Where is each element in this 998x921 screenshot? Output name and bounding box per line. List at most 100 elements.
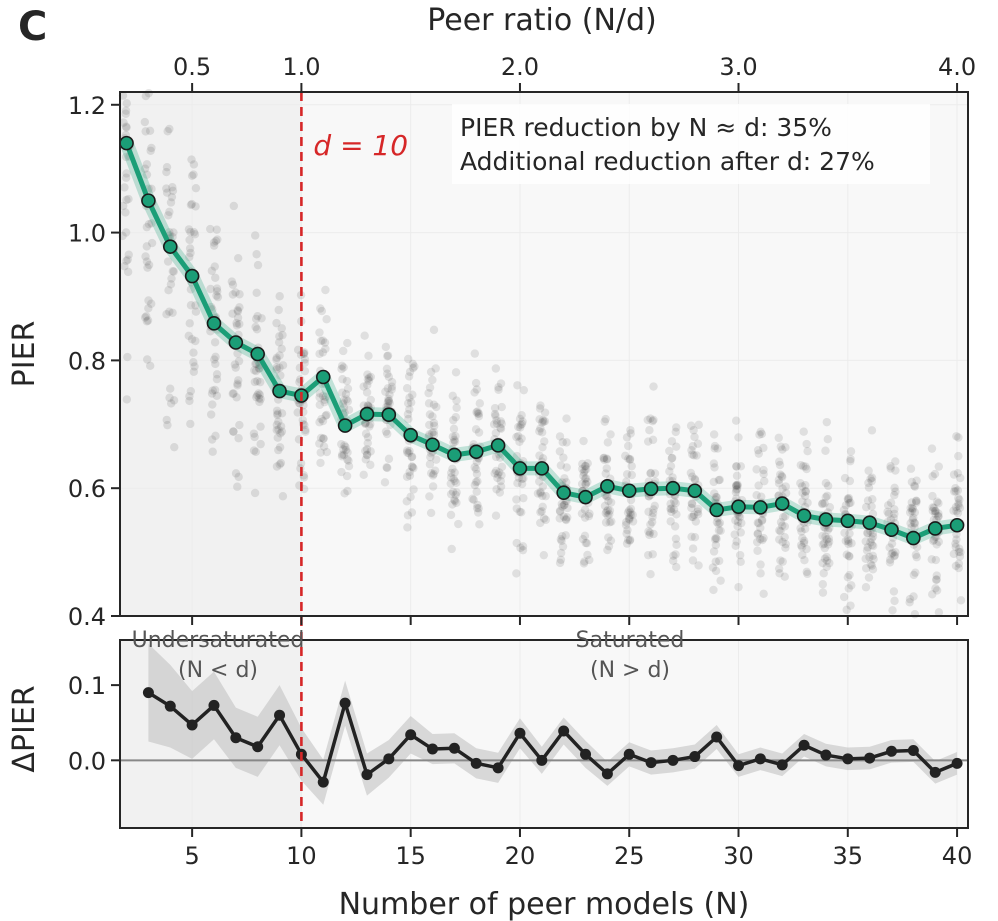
scatter-point — [452, 396, 461, 405]
scatter-point — [710, 444, 719, 453]
scatter-point — [599, 453, 609, 463]
scatter-point — [366, 395, 375, 405]
scatter-point — [472, 457, 482, 466]
delta-pier-point — [754, 753, 766, 765]
scatter-point — [755, 430, 764, 439]
scatter-point — [672, 562, 681, 572]
scatter-point — [470, 463, 479, 472]
scatter-point — [234, 356, 244, 366]
scatter-point — [579, 468, 589, 477]
scatter-point — [491, 428, 501, 438]
delta-pier-point — [623, 748, 635, 760]
scatter-point — [272, 425, 281, 435]
scatter-point — [865, 552, 874, 562]
scatter-point — [277, 409, 287, 418]
scatter-point — [555, 447, 565, 456]
scatter-point — [797, 482, 807, 491]
scatter-point — [383, 463, 392, 473]
scatter-point — [426, 508, 436, 518]
scatter-point — [666, 517, 675, 526]
scatter-point — [803, 446, 812, 456]
y-tick-label: 0.0 — [68, 747, 106, 775]
scatter-point — [646, 520, 655, 529]
scatter-point — [803, 498, 812, 507]
scatter-point — [775, 470, 785, 479]
scatter-point — [322, 410, 331, 420]
scatter-point — [844, 495, 853, 504]
scatter-point — [143, 355, 152, 364]
scatter-point — [954, 499, 963, 508]
scatter-point — [168, 186, 178, 195]
scatter-point — [452, 478, 461, 488]
scatter-point — [426, 367, 436, 377]
scatter-point — [404, 448, 413, 458]
scatter-point — [212, 291, 221, 300]
scatter-point — [359, 382, 368, 391]
scatter-point — [340, 441, 349, 450]
scatter-point — [472, 385, 481, 394]
scatter-point — [821, 478, 831, 488]
scatter-point — [709, 459, 719, 468]
scatter-point — [557, 499, 566, 509]
scatter-point — [840, 528, 849, 538]
scatter-point — [931, 575, 941, 584]
delta-pier-point — [820, 749, 832, 761]
scatter-point — [364, 376, 374, 386]
scatter-point — [601, 414, 610, 424]
scatter-point — [649, 415, 658, 425]
scatter-point — [931, 555, 941, 565]
scatter-point — [733, 481, 742, 491]
scatter-point — [186, 386, 196, 396]
scatter-point — [321, 392, 330, 402]
scatter-point — [278, 330, 287, 340]
scatter-point — [384, 394, 393, 404]
scatter-point — [823, 540, 833, 549]
scatter-point — [429, 418, 439, 428]
scatter-point — [910, 519, 920, 528]
scatter-point — [690, 475, 700, 485]
scatter-point — [166, 399, 176, 408]
scatter-point — [428, 375, 437, 385]
scatter-point — [493, 470, 503, 479]
scatter-point — [426, 452, 435, 462]
scatter-point — [798, 534, 807, 543]
scatter-point — [187, 199, 197, 209]
scatter-point — [383, 351, 392, 361]
scatter-point — [275, 460, 284, 469]
scatter-point — [862, 546, 872, 555]
scatter-point — [668, 453, 677, 463]
scatter-point — [449, 415, 458, 425]
scatter-point — [535, 427, 544, 436]
scatter-point — [380, 478, 390, 487]
scatter-point — [473, 407, 482, 416]
scatter-point — [537, 428, 547, 437]
scatter-point — [824, 537, 834, 546]
scatter-point — [891, 466, 900, 475]
scatter-point — [234, 472, 243, 482]
scatter-point — [210, 385, 220, 395]
scatter-point — [144, 304, 153, 313]
scatter-point — [407, 452, 416, 462]
scatter-point — [776, 442, 786, 451]
scatter-point — [448, 487, 458, 497]
scatter-point — [600, 501, 610, 511]
scatter-point — [801, 487, 810, 496]
delta-pier-point — [448, 742, 460, 754]
scatter-point — [843, 535, 853, 544]
scatter-point — [801, 487, 811, 496]
scatter-point — [296, 459, 306, 468]
scatter-point — [341, 445, 351, 455]
scatter-point — [863, 528, 872, 538]
scatter-point — [605, 506, 615, 515]
scatter-point — [885, 558, 895, 567]
scatter-point — [383, 369, 392, 378]
scatter-point — [541, 515, 550, 525]
scatter-point — [732, 480, 742, 490]
scatter-point — [734, 582, 743, 592]
scatter-point — [558, 531, 567, 541]
scatter-point — [168, 183, 177, 192]
scatter-point — [622, 470, 632, 479]
scatter-point — [431, 364, 440, 373]
scatter-point — [839, 505, 849, 515]
scatter-point — [603, 505, 613, 515]
